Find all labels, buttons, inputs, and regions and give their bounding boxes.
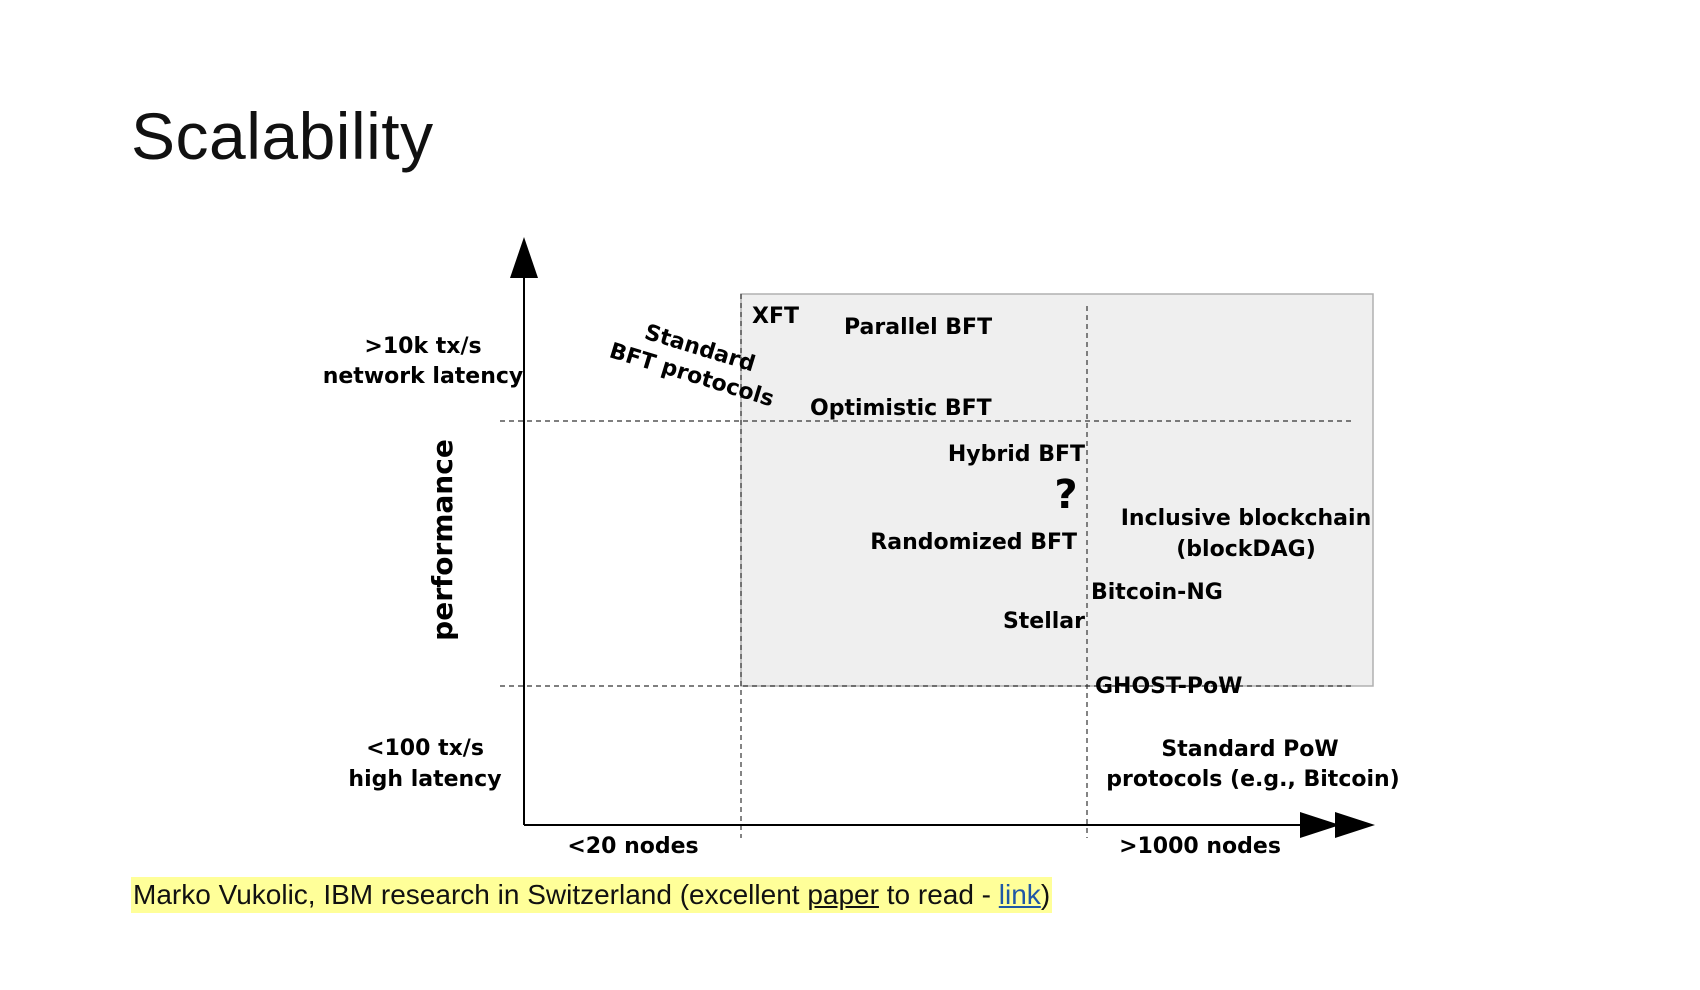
question-mark: ? xyxy=(1054,472,1077,518)
y-top-label-line1: >10k tx/s xyxy=(364,334,481,359)
slide-title: Scalability xyxy=(131,99,434,173)
parallel-bft-label: Parallel BFT xyxy=(844,315,992,340)
xft-label: XFT xyxy=(752,304,799,329)
caption-suffix: ) xyxy=(1040,879,1051,910)
bitcoin-ng-label: Bitcoin-NG xyxy=(1091,580,1223,605)
caption-middle: to read - xyxy=(878,879,999,910)
ghost-pow-label: GHOST-PoW xyxy=(1095,674,1242,699)
y-top-label-line2: network latency xyxy=(323,364,524,389)
stellar-label: Stellar xyxy=(1003,609,1085,634)
paper-link[interactable]: paper xyxy=(807,879,879,910)
inclusive-blockchain-label-line1: Inclusive blockchain xyxy=(1121,506,1371,531)
randomized-bft-label: Randomized BFT xyxy=(870,530,1077,555)
optimistic-bft-label: Optimistic BFT xyxy=(810,396,992,421)
x-right-label: >1000 nodes xyxy=(1119,834,1281,859)
y-axis-arrow-icon xyxy=(510,237,538,278)
source-link[interactable]: link xyxy=(998,879,1041,910)
y-bottom-label-line2: high latency xyxy=(348,767,501,792)
standard-pow-label-line2: protocols (e.g., Bitcoin) xyxy=(1106,767,1400,792)
shaded-region xyxy=(740,293,1374,687)
x-axis-arrow-icon-1 xyxy=(1300,812,1340,838)
inclusive-blockchain-label-line2: (blockDAG) xyxy=(1176,537,1316,562)
citation-caption: Marko Vukolic, IBM research in Switzerla… xyxy=(131,877,1053,913)
standard-pow-label-line1: Standard PoW xyxy=(1161,737,1338,762)
x-axis-arrow-icon-2 xyxy=(1335,812,1375,838)
y-bottom-label-line1: <100 tx/s xyxy=(366,736,484,761)
hybrid-bft-label: Hybrid BFT xyxy=(948,442,1085,467)
x-left-label: <20 nodes xyxy=(567,834,698,859)
y-axis-label: performance xyxy=(426,439,459,641)
caption-prefix: Marko Vukolic, IBM research in Switzerla… xyxy=(133,879,808,910)
